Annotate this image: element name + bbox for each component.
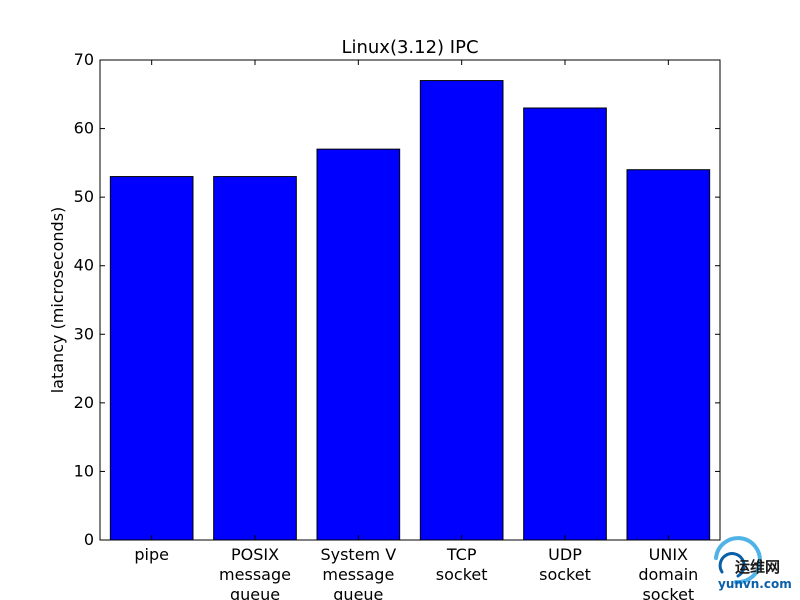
x-tick-label-4: UDP socket [539,545,591,584]
y-tick-label-4: 40 [74,256,94,275]
bars-group [109,80,711,541]
x-tick-label-1: POSIX message queue [219,545,291,600]
y-tick-label-5: 50 [74,187,94,206]
chart-title: Linux(3.12) IPC [341,37,478,58]
bar-3 [419,80,504,541]
y-ticks-group: 0 10 20 30 40 50 60 70 [74,50,720,549]
y-tick-label-7: 70 [74,50,94,69]
watermark-logo: 运维网 yunvn.com [714,536,792,591]
bar-1 [213,176,297,541]
watermark-swirl-icon [714,536,762,585]
y-tick-label-2: 20 [74,393,94,412]
y-tick-label-1: 10 [74,461,94,480]
bar-0 [109,176,194,541]
x-tick-label-5: UNIX domain socket [638,545,698,600]
watermark-brand-en: yunvn.com [718,577,792,591]
x-tick-label-0: pipe [134,545,169,564]
bar-4 [523,107,607,541]
bar-2 [316,148,401,541]
y-axis-label: latancy (microseconds) [48,207,67,394]
y-tick-label-6: 60 [74,119,94,138]
y-tick-label-3: 30 [74,324,94,343]
plot-frame [99,59,721,541]
bar-5 [626,169,711,541]
x-tick-label-3: TCP socket [436,545,488,584]
y-tick-label-0: 0 [84,530,94,549]
watermark-brand-cn: 运维网 [735,558,780,576]
